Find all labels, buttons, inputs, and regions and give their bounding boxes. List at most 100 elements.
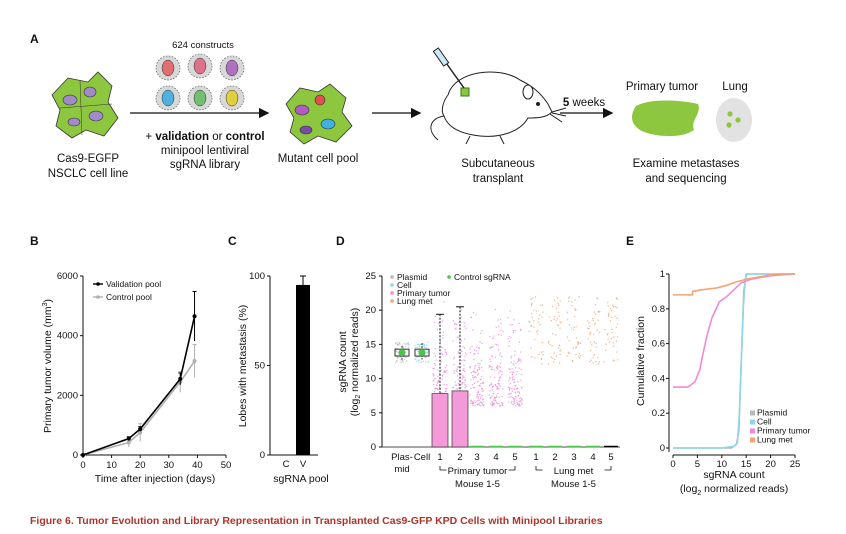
d-legend-marker xyxy=(390,275,394,279)
library-label-2: minipool lentiviral xyxy=(161,145,249,157)
lung-illustration xyxy=(716,98,752,142)
d-scatter-point xyxy=(495,400,497,402)
d-scatter-point xyxy=(500,404,502,407)
d-scatter-point xyxy=(452,387,455,389)
d-scatter-point xyxy=(441,352,443,354)
d-scatter-point xyxy=(541,341,544,344)
b-xtick-label: 50 xyxy=(221,460,232,471)
d-scatter-point xyxy=(457,366,459,368)
e-xtick-label: 20 xyxy=(765,459,776,470)
d-scatter-point xyxy=(594,313,597,315)
d-scatter-point xyxy=(579,342,582,345)
d-scatter-point xyxy=(518,404,521,407)
d-scatter-point xyxy=(567,297,570,299)
e-ytick-label: 0.6 xyxy=(652,339,665,350)
d-scatter-point xyxy=(614,306,616,308)
d-scatter-point xyxy=(475,350,478,352)
d-scatter-point xyxy=(552,357,554,359)
b-data-point xyxy=(81,453,85,457)
d-scatter-point xyxy=(616,336,618,338)
d-scatter-point xyxy=(508,335,511,338)
d-scatter-point xyxy=(579,357,581,359)
d-scatter-point xyxy=(463,359,466,362)
d-scatter-point xyxy=(480,378,482,381)
d-scatter-point xyxy=(566,336,569,338)
d-scatter-point xyxy=(489,384,491,386)
d-scatter-point xyxy=(453,363,455,366)
d-scatter-point xyxy=(591,343,593,346)
d-scatter-point xyxy=(593,311,595,313)
e-ytick-label: 1 xyxy=(660,269,665,280)
d-scatter-point xyxy=(531,317,533,319)
d-scatter-point xyxy=(418,345,421,348)
d-group-bracket-gap xyxy=(542,465,605,475)
d-scatter-point xyxy=(476,374,479,376)
d-scatter-point xyxy=(514,350,516,352)
d-scatter-point xyxy=(577,341,579,343)
d-scatter-point xyxy=(462,376,464,379)
d-scatter-point xyxy=(510,355,513,357)
d-scatter-point xyxy=(493,369,496,371)
d-scatter-point xyxy=(589,349,592,352)
d-scatter-point xyxy=(494,397,496,400)
d-scatter-point xyxy=(456,368,458,370)
d-scatter-point xyxy=(557,325,560,327)
d-scatter-point xyxy=(507,316,509,319)
d-scatter-point xyxy=(555,334,557,336)
d-scatter-point xyxy=(497,333,500,336)
d-scatter-point xyxy=(489,358,491,360)
c-ytick-label: 100 xyxy=(249,271,265,282)
d-scatter-point xyxy=(481,403,484,405)
d-scatter-point xyxy=(434,355,436,357)
d-scatter-point xyxy=(555,320,557,322)
d-scatter-point xyxy=(436,384,438,386)
d-scatter-point xyxy=(400,359,402,361)
d-scatter-point xyxy=(469,394,471,396)
d-scatter-point xyxy=(513,402,516,405)
d-scatter-point xyxy=(492,399,495,401)
b-data-point xyxy=(138,430,143,435)
d-scatter-point xyxy=(473,349,476,351)
d-scatter-point xyxy=(472,404,474,407)
d-scatter-point xyxy=(597,310,600,313)
d-scatter-point xyxy=(517,381,519,383)
d-scatter-point xyxy=(438,380,440,382)
d-scatter-point xyxy=(480,382,482,385)
d-scatter-point xyxy=(559,321,561,323)
primary-tumor-illustration xyxy=(632,100,699,137)
d-scatter-point xyxy=(460,309,462,311)
d-scatter-point xyxy=(550,319,552,322)
panel-a: A Cas9-EGFP NSCLC cell line 624 construc… xyxy=(30,32,752,185)
d-scatter-point xyxy=(496,368,498,370)
d-scatter-point xyxy=(576,346,578,348)
b-legend-label: Validation pool xyxy=(106,279,161,289)
b-ytick-label: 4000 xyxy=(57,331,78,342)
d-scatter-point xyxy=(445,352,448,354)
d-scatter-point xyxy=(416,360,418,362)
c-ylabel: Lobes with metastasis (%) xyxy=(237,305,249,428)
d-scatter-point xyxy=(529,321,531,324)
d-scatter-point xyxy=(598,331,601,334)
d-scatter-point xyxy=(453,356,456,359)
d-scatter-point xyxy=(397,357,399,359)
d-scatter-point xyxy=(496,365,498,367)
examine-label-1: Examine metastases xyxy=(633,158,740,170)
mouse-illustration xyxy=(430,47,567,145)
d-scatter-point xyxy=(457,351,460,353)
d-group-label: Lung met xyxy=(554,466,594,477)
d-scatter-point xyxy=(520,387,523,389)
d-scatter-point xyxy=(489,397,492,399)
d-scatter-point xyxy=(540,351,543,354)
d-scatter-point xyxy=(553,358,556,361)
b-data-point xyxy=(126,440,131,445)
d-scatter-point xyxy=(481,390,483,393)
d-scatter-point xyxy=(464,355,466,357)
d-scatter-point xyxy=(568,339,570,342)
e-legend-swatch xyxy=(750,428,755,434)
d-scatter-point xyxy=(611,331,613,334)
d-scatter-point xyxy=(500,334,502,336)
d-scatter-point xyxy=(463,322,465,324)
d-scatter-point xyxy=(539,323,541,326)
d-legend-marker xyxy=(390,283,394,287)
d-scatter-point xyxy=(512,378,514,381)
